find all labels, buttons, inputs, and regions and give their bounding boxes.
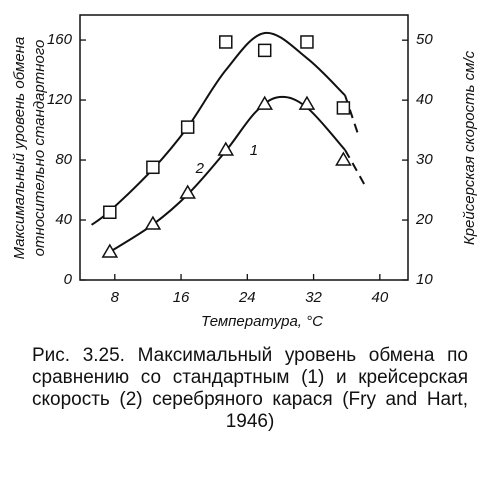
square-marker [219, 35, 233, 49]
fit-curve [109, 95, 346, 253]
square-marker [180, 120, 195, 134]
y-tick-label: 160 [47, 31, 73, 48]
x-tick-label: 40 [371, 289, 388, 306]
caption: Рис. 3.25. Максимальный уровень обмена п… [32, 345, 468, 432]
triangle-marker [217, 141, 235, 156]
x-tick-label: 8 [111, 289, 120, 306]
y2-tick-label: 20 [415, 211, 433, 228]
curve-label: 2 [195, 160, 205, 177]
y-axis-label: Максимальный уровень обмена [11, 37, 28, 260]
square-marker [300, 35, 314, 49]
fit-curve-dashed [344, 95, 360, 136]
y-tick-label: 0 [64, 271, 73, 288]
y2-axis-label: Крейсерская скорость см/с [461, 50, 478, 245]
y-axis-label: относительно стандартного [31, 40, 48, 257]
triangle-marker [298, 95, 316, 110]
x-tick-label: 16 [173, 289, 190, 306]
triangle-marker [144, 215, 162, 230]
square-marker [146, 160, 160, 175]
square-marker [103, 205, 117, 220]
chart: Температура, °С Максимальный уровень обм… [11, 14, 478, 330]
curve-label: 1 [250, 142, 258, 159]
triangle-marker [101, 243, 119, 258]
triangle-marker [179, 184, 196, 199]
y2-tick-label: 50 [416, 31, 433, 48]
plot-frame [79, 14, 409, 281]
y-tick-label: 120 [47, 91, 73, 108]
triangle-marker [256, 95, 274, 110]
y2-tick-label: 10 [416, 271, 433, 288]
x-tick-label: 24 [238, 289, 256, 306]
fit-curve [90, 31, 346, 226]
square-marker [257, 43, 272, 58]
y2-tick-label: 40 [416, 91, 433, 108]
x-axis-label: Температура, °С [201, 313, 323, 330]
y-tick-label: 40 [55, 211, 72, 228]
fit-curve-dashed [344, 149, 366, 187]
y-tick-label: 80 [55, 151, 72, 168]
triangle-marker [335, 151, 352, 166]
y2-tick-label: 30 [416, 151, 433, 168]
square-marker [336, 101, 351, 115]
x-tick-label: 32 [305, 289, 322, 306]
